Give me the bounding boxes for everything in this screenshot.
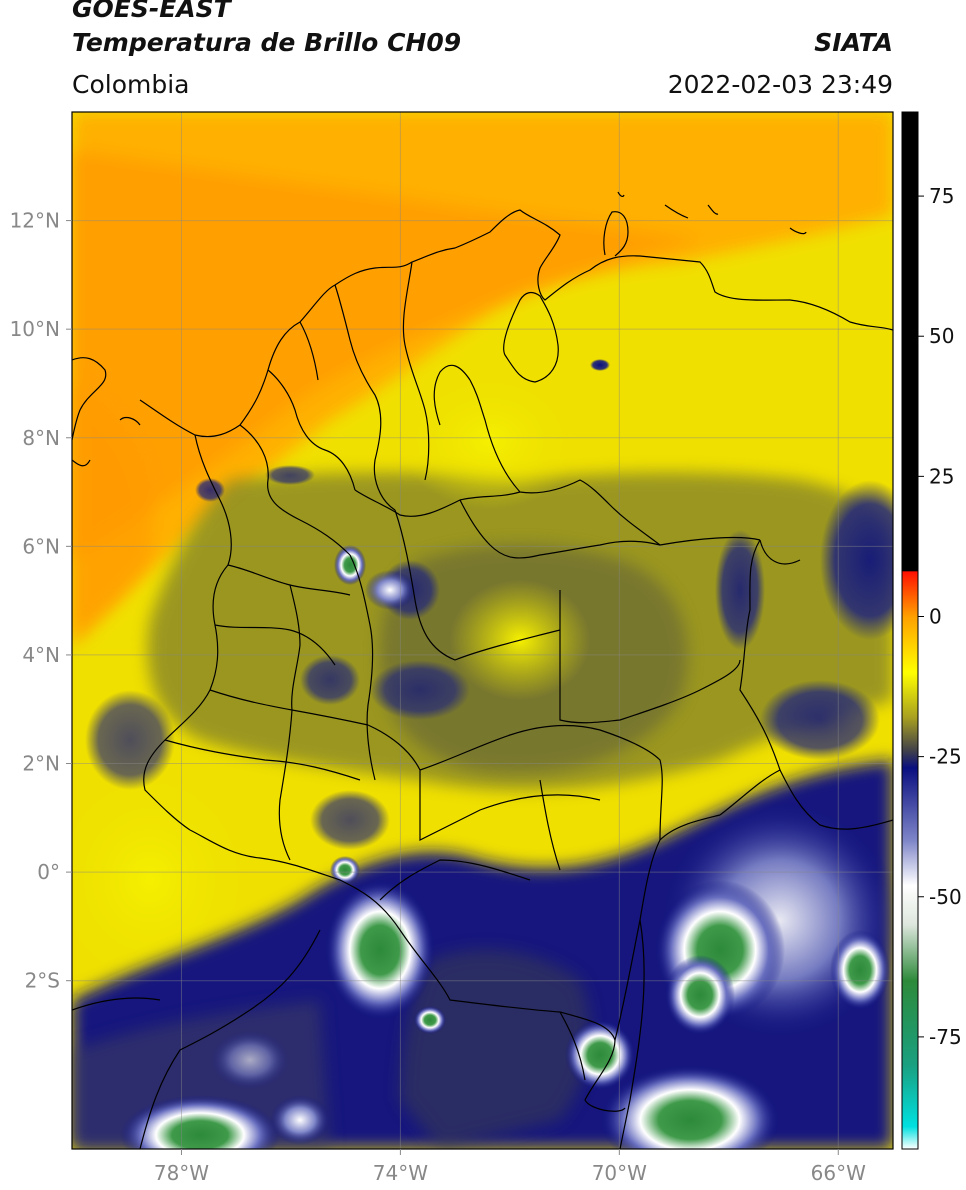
lat-tick-label: 6°N (22, 534, 60, 558)
colorbar-tick-label: 0 (929, 604, 942, 628)
lat-tick-label: 12°N (10, 209, 60, 233)
longitude-ticks: 78°W 74°W 70°W 66°W (154, 1149, 866, 1185)
colorbar-ticks: 75 50 25 0 -25 -50 -75 (918, 184, 962, 1049)
colorbar-tick-label: 50 (929, 324, 954, 348)
gridlines (72, 112, 893, 1149)
colorbar: 75 50 25 0 -25 -50 -75 (901, 111, 962, 1150)
lat-tick-label: 2°N (22, 752, 60, 776)
lat-tick-label: 4°N (22, 643, 60, 667)
colorbar-tick-label: 25 (929, 464, 954, 488)
lat-tick-label: 2°S (25, 969, 60, 993)
colorbar-tick-label: 75 (929, 184, 954, 208)
satellite-title: GOES-EAST (72, 0, 231, 23)
lon-tick-label: 66°W (811, 1161, 866, 1185)
lat-tick-label: 8°N (22, 426, 60, 450)
product-title: Temperatura de Brillo CH09 (72, 28, 462, 57)
brightness-temperature-image (72, 112, 893, 1149)
lon-tick-label: 70°W (592, 1161, 647, 1185)
colorbar-tick-label: -50 (929, 885, 962, 909)
map-frame (71, 111, 894, 1150)
colorbar-bar (901, 111, 919, 1150)
lon-tick-label: 74°W (373, 1161, 428, 1185)
region-label: Colombia (72, 70, 190, 99)
timestamp-label: 2022-02-03 23:49 (667, 70, 893, 99)
lat-tick-label: 10°N (10, 317, 60, 341)
organization-label: SIATA (814, 28, 893, 57)
colorbar-tick-label: -75 (929, 1025, 962, 1049)
lat-tick-label: 0° (37, 860, 60, 884)
boundaries (72, 191, 893, 1149)
latitude-ticks: 12°N 10°N 8°N 6°N 4°N 2°N 0° 2°S (10, 209, 72, 993)
lon-tick-label: 78°W (154, 1161, 209, 1185)
colorbar-tick-label: -25 (929, 745, 962, 769)
